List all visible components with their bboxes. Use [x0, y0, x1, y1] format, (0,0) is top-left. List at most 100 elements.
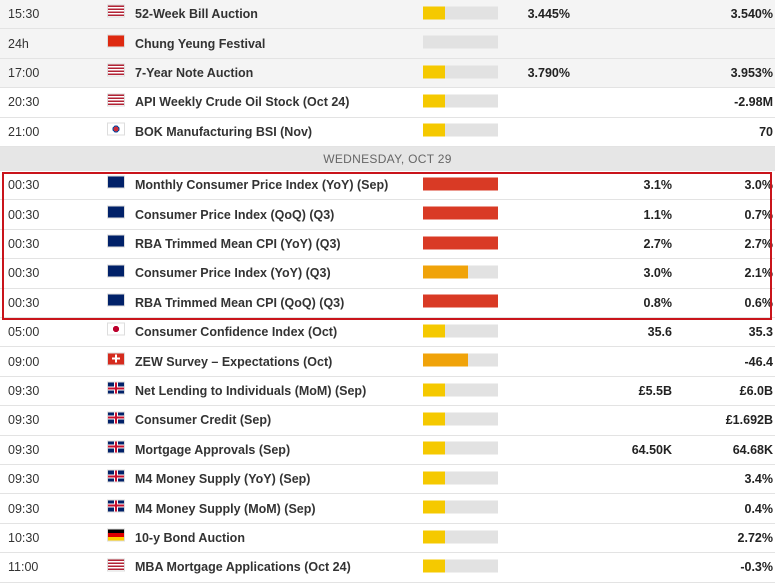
- importance-level: [423, 294, 498, 308]
- importance-level: [423, 441, 445, 455]
- actual-value: 3.790%: [527, 65, 570, 80]
- country-flag: [108, 94, 124, 106]
- importance-bar: [423, 6, 498, 20]
- country-flag: [108, 412, 124, 424]
- country-flag: [108, 500, 124, 512]
- previous-value: £1.692B: [725, 413, 773, 428]
- importance-bar: [423, 236, 498, 250]
- importance-bar: [423, 383, 498, 397]
- event-time: 09:30: [8, 501, 40, 516]
- event-name: 10-y Bond Auction: [135, 530, 245, 545]
- country-flag: [108, 559, 124, 571]
- event-name: Consumer Confidence Index (Oct): [135, 325, 338, 340]
- forecast-value: 3.1%: [643, 178, 673, 193]
- event-row: 00:30 RBA Trimmed Mean CPI (YoY) (Q3) 2.7%…: [0, 230, 775, 260]
- importance-bar: [423, 353, 498, 367]
- importance-bar: [423, 265, 498, 279]
- importance-bar: [423, 294, 498, 308]
- country-flag: [108, 5, 124, 17]
- importance-level: [423, 6, 445, 20]
- event-row: 17:00 7-Year Note Auction 3.790% 3.953%: [0, 58, 775, 89]
- importance-level: [423, 324, 445, 338]
- importance-level: [423, 123, 445, 137]
- importance-bar: [423, 324, 498, 338]
- event-row: 09:30 M4 Money Supply (YoY) (Sep) 3.4%: [0, 465, 775, 495]
- previous-value: -2.98M: [734, 95, 773, 110]
- previous-value: 3.4%: [744, 472, 774, 487]
- event-row: 10:30 10-y Bond Auction 2.72%: [0, 524, 775, 554]
- importance-level: [423, 530, 445, 544]
- event-name: MBA Mortgage Applications (Oct 24): [135, 560, 351, 575]
- event-row: 00:30 Consumer Price Index (QoQ) (Q3) 1.1%…: [0, 200, 775, 230]
- previous-value: 35.3: [748, 325, 773, 340]
- forecast-value: 64.50K: [631, 442, 672, 457]
- event-name: RBA Trimmed Mean CPI (YoY) (Q3): [135, 236, 341, 251]
- event-time: 09:30: [8, 442, 40, 457]
- event-name: M4 Money Supply (MoM) (Sep): [135, 501, 316, 516]
- previous-value: 0.4%: [744, 501, 774, 516]
- event-time: 09:30: [8, 413, 40, 428]
- event-row: 00:30 Monthly Consumer Price Index (YoY) …: [0, 171, 775, 201]
- event-name: Monthly Consumer Price Index (YoY) (Sep): [135, 178, 389, 193]
- importance-bar: [423, 65, 498, 79]
- event-name: Consumer Price Index (QoQ) (Q3): [135, 207, 335, 222]
- previous-value: 2.72%: [737, 530, 773, 545]
- importance-level: [423, 500, 445, 514]
- event-name: Chung Yeung Festival: [135, 36, 266, 51]
- importance-level: [423, 206, 498, 220]
- importance-bar: [423, 471, 498, 485]
- importance-level: [423, 559, 445, 573]
- importance-bar: [423, 441, 498, 455]
- event-row: 09:30 Mortgage Approvals (Sep) 64.50K 64.68…: [0, 436, 775, 465]
- event-row: 09:30 Consumer Credit (Sep) £1.692B: [0, 406, 775, 436]
- importance-level: [423, 353, 468, 367]
- event-time: 00:30: [8, 207, 40, 222]
- country-flag: [108, 323, 124, 335]
- event-row: 20:30 API Weekly Crude Oil Stock (Oct 24)…: [0, 88, 775, 118]
- importance-bar: [423, 559, 498, 573]
- country-flag: [108, 176, 124, 188]
- event-time: 15:30: [8, 7, 40, 22]
- importance-bar: [423, 530, 498, 544]
- country-flag: [108, 265, 124, 277]
- importance-bar: [423, 177, 498, 191]
- actual-value: 3.445%: [527, 7, 570, 22]
- event-time: 21:00: [8, 124, 40, 139]
- importance-bar: [423, 94, 498, 108]
- event-time: 10:30: [8, 530, 40, 545]
- importance-level: [423, 177, 498, 191]
- event-name: Net Lending to Individuals (MoM) (Sep): [135, 383, 367, 398]
- event-time: 17:00: [8, 65, 40, 80]
- forecast-value: 35.6: [647, 325, 672, 340]
- importance-level: [423, 265, 468, 279]
- event-name: RBA Trimmed Mean CPI (QoQ) (Q3): [135, 295, 345, 310]
- event-time: 24h: [8, 36, 29, 51]
- event-name: 52-Week Bill Auction: [135, 7, 258, 22]
- event-name: 7-Year Note Auction: [135, 65, 254, 80]
- country-flag: [108, 441, 124, 453]
- country-flag: [108, 353, 124, 365]
- event-name: API Weekly Crude Oil Stock (Oct 24): [135, 95, 350, 110]
- event-time: 11:00: [8, 560, 39, 575]
- forecast-value: 0.8%: [643, 295, 673, 310]
- event-name: Consumer Price Index (YoY) (Q3): [135, 266, 331, 281]
- previous-value: -0.3%: [740, 560, 773, 575]
- event-name: Consumer Credit (Sep): [135, 413, 272, 428]
- day-header: WEDNESDAY, OCT 29: [0, 147, 775, 171]
- event-time: 00:30: [8, 178, 40, 193]
- previous-value: 2.1%: [744, 266, 774, 281]
- forecast-value: 3.0%: [643, 266, 673, 281]
- importance-level: [423, 65, 445, 79]
- importance-level: [423, 383, 445, 397]
- forecast-value: £5.5B: [638, 383, 672, 398]
- previous-value: -46.4: [744, 354, 774, 369]
- forecast-value: 1.1%: [643, 207, 673, 222]
- event-name: BOK Manufacturing BSI (Nov): [135, 124, 313, 139]
- country-flag: [108, 64, 124, 76]
- importance-level: [423, 94, 445, 108]
- country-flag: [108, 294, 124, 306]
- country-flag: [108, 382, 124, 394]
- previous-value: 64.68K: [732, 442, 773, 457]
- previous-value: 0.6%: [744, 295, 774, 310]
- importance-level: [423, 471, 445, 485]
